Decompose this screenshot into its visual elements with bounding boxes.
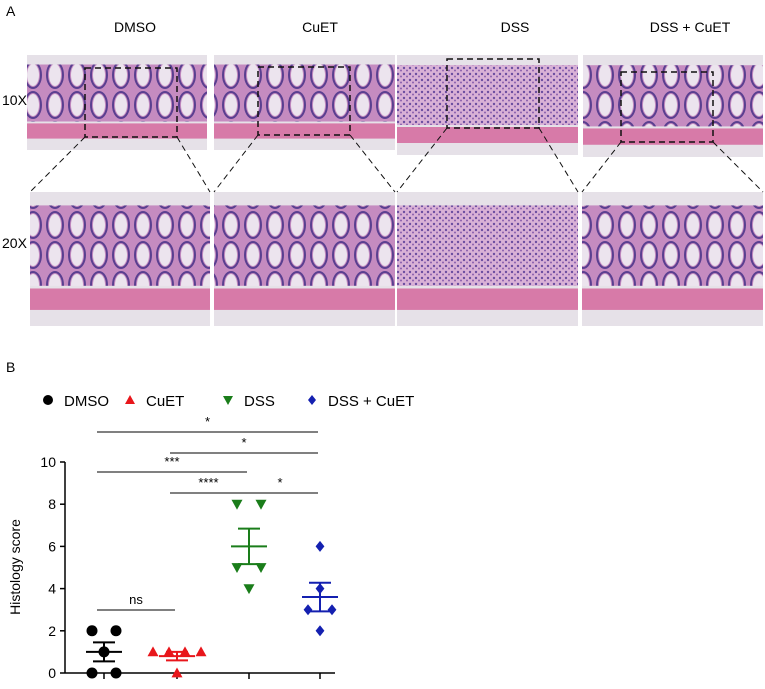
row-label: 10X	[2, 92, 28, 108]
point	[110, 667, 122, 679]
zoom-line	[29, 136, 86, 193]
y-tick-label: 2	[48, 623, 56, 639]
zoom-box	[257, 66, 351, 136]
muscle	[30, 288, 210, 310]
point	[303, 604, 313, 616]
column-title: DSS	[501, 19, 530, 35]
histology-image	[583, 55, 763, 157]
zoom-box	[620, 71, 714, 143]
legend-label: DSS	[244, 393, 275, 410]
histology-image	[397, 192, 578, 326]
error-bar	[93, 641, 115, 663]
significance-label: ns	[129, 592, 143, 607]
point	[255, 499, 267, 510]
error-bar	[238, 527, 260, 566]
legend-marker	[43, 395, 53, 405]
histology-image	[397, 55, 578, 155]
tissue	[583, 65, 763, 127]
point	[86, 667, 98, 679]
panel-label: B	[6, 359, 15, 375]
point	[255, 563, 267, 573]
histology-image	[27, 55, 207, 150]
column-title: DSS + CuET	[650, 19, 731, 35]
significance-label: ***	[164, 454, 179, 469]
point	[231, 499, 243, 510]
y-tick-label: 0	[48, 665, 56, 681]
row-label: 20X	[2, 235, 28, 251]
significance-label: *	[205, 414, 210, 429]
zoom-line	[538, 127, 579, 193]
zoom-line	[396, 127, 448, 193]
tissue	[30, 205, 210, 286]
zoom-line	[213, 134, 259, 193]
tissue	[214, 64, 395, 122]
column-title: CuET	[302, 19, 338, 35]
tissue	[27, 64, 207, 122]
zoom-line	[581, 141, 622, 193]
y-tick-label: 4	[48, 581, 56, 597]
tissue	[582, 205, 763, 286]
muscle	[214, 123, 395, 139]
significance-label: *	[241, 435, 246, 450]
zoom-line	[176, 136, 211, 193]
point	[86, 625, 98, 637]
muscle	[583, 128, 763, 145]
zoom-line	[712, 141, 764, 193]
tissue	[397, 205, 578, 286]
point	[315, 540, 325, 552]
y-tick-label: 6	[48, 538, 56, 554]
point	[171, 667, 183, 678]
y-axis-label: Histology score	[7, 519, 23, 615]
error-bar	[166, 650, 188, 662]
tissue	[397, 65, 578, 125]
zoom-box	[84, 67, 178, 138]
legend-marker	[125, 395, 135, 404]
point	[231, 563, 243, 573]
muscle	[397, 127, 578, 143]
muscle	[582, 288, 763, 310]
significance-label: ****	[198, 475, 218, 490]
muscle	[397, 288, 578, 310]
legend-marker	[223, 396, 233, 405]
point	[315, 625, 325, 637]
point	[327, 604, 337, 616]
histology-images	[27, 55, 764, 326]
point	[147, 646, 159, 657]
histology-image	[214, 192, 395, 326]
zoom-box	[446, 58, 540, 129]
legend-label: DMSO	[64, 393, 109, 410]
legend-marker	[308, 395, 316, 405]
muscle	[27, 123, 207, 139]
error-bar	[309, 581, 331, 613]
point	[195, 646, 207, 657]
tissue	[214, 205, 395, 286]
y-tick-label: 10	[40, 454, 56, 470]
significance-label: *	[277, 475, 282, 490]
histology-image	[30, 192, 210, 326]
histology-image	[582, 192, 763, 326]
zoom-line	[349, 134, 396, 193]
panel-label: A	[6, 3, 16, 19]
legend-label: CuET	[146, 393, 184, 410]
point	[110, 625, 122, 637]
y-tick-label: 8	[48, 496, 56, 512]
legend-label: DSS + CuET	[328, 393, 414, 410]
point	[243, 584, 255, 595]
muscle	[214, 288, 395, 310]
column-title: DMSO	[114, 19, 156, 35]
